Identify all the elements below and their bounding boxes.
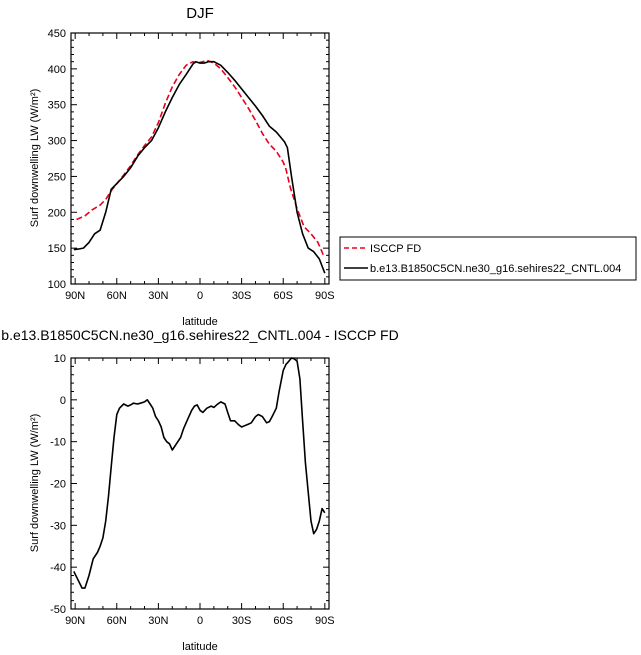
panel-bottom-xtick-label: 60N — [107, 615, 127, 627]
panel-bottom-ytick-label: 10 — [54, 353, 66, 365]
panel-top-xtick-label: 0 — [197, 290, 203, 302]
legend-box — [339, 236, 637, 281]
panel-top: DJF 90N 60N 30N 0 30S 60S 90S 100 150 200 250 300 35… — [29, 5, 335, 328]
panel-top-ytick-label: 200 — [48, 207, 66, 219]
panel-bottom-ticks: 90N 60N 30N 0 30S 60S 90S -50 -40 -30 -20 -10 0 10 — [50, 353, 335, 627]
panel-bottom-title: b.e13.B1850C5CN.ne30_g16.sehires22_CNTL.… — [1, 327, 398, 343]
legend-label-isccp: ISCCP FD — [370, 243, 421, 255]
panel-top-xtick-label: 30S — [232, 290, 252, 302]
panel-bottom-xlabel: latitude — [182, 641, 217, 653]
panel-bottom-ytick-label: -50 — [50, 604, 66, 616]
panel-top-xtick-label: 90N — [65, 290, 85, 302]
panel-top-plot-frame — [70, 32, 330, 285]
panel-top-series-line-0 — [76, 59, 325, 256]
panel-bottom-ytick-label: -20 — [50, 479, 66, 491]
legend: ISCCP FD b.e13.B1850C5CN.ne30_g16.sehire… — [339, 236, 637, 281]
panel-bottom-xtick-label: 30N — [148, 615, 168, 627]
panel-bottom-series — [73, 357, 326, 589]
panel-top-ytick-label: 400 — [48, 64, 66, 76]
panel-bottom-xtick-label: 60S — [273, 615, 293, 627]
legend-label-model: b.e13.B1850C5CN.ne30_g16.sehires22_CNTL.… — [370, 263, 621, 275]
panel-top-series-line-1 — [73, 60, 326, 274]
panel-bottom-xtick-label: 30S — [232, 615, 252, 627]
panel-top-ytick-label: 350 — [48, 100, 66, 112]
panel-bottom-ytick-label: 0 — [60, 395, 66, 407]
panel-bottom-series-line-0 — [73, 357, 326, 589]
panel-top-xtick-label: 90S — [315, 290, 335, 302]
panel-top-series — [73, 59, 326, 274]
panel-top-xtick-label: 60S — [273, 290, 293, 302]
panel-top-ytick-label: 300 — [48, 136, 66, 148]
panel-top-ytick-label: 150 — [48, 243, 66, 255]
panel-top-ytick-label: 100 — [48, 279, 66, 291]
panel-bottom-ytick-label: -30 — [50, 520, 66, 532]
panel-top-ytick-label: 250 — [48, 171, 66, 183]
panel-bottom-ytick-label: -10 — [50, 437, 66, 449]
panel-top-title: DJF — [186, 5, 214, 22]
panel-top-xtick-label: 60N — [107, 290, 127, 302]
panel-bottom: b.e13.B1850C5CN.ne30_g16.sehires22_CNTL.… — [1, 327, 398, 653]
panel-bottom-ytick-label: -40 — [50, 562, 66, 574]
panel-bottom-xtick-label: 90N — [65, 615, 85, 627]
panel-top-xlabel: latitude — [182, 316, 217, 328]
panel-bottom-ylabel: Surf downwelling LW (W/m²) — [29, 414, 41, 553]
panel-top-ticks: 90N 60N 30N 0 30S 60S 90S 100 150 200 250 300 350 400… — [48, 28, 335, 302]
panel-top-ytick-label: 450 — [48, 28, 66, 40]
panel-bottom-xtick-label: 0 — [197, 615, 203, 627]
panel-bottom-xtick-label: 90S — [315, 615, 335, 627]
panel-top-xtick-label: 30N — [148, 290, 168, 302]
panel-top-ylabel: Surf downwelling LW (W/m²) — [29, 89, 41, 228]
